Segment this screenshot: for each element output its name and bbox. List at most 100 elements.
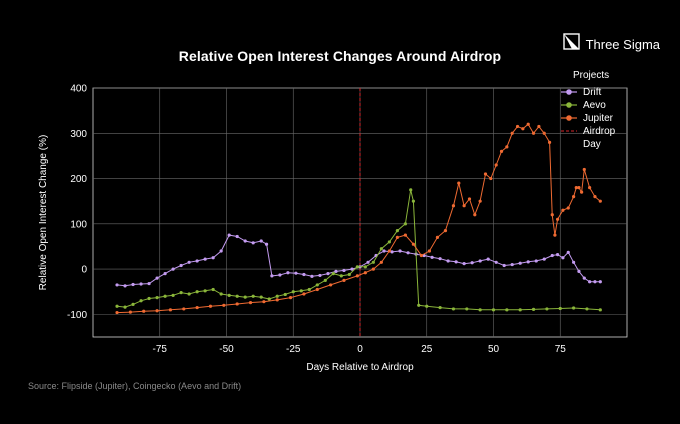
data-point xyxy=(398,249,402,253)
data-point xyxy=(470,261,474,265)
data-point xyxy=(208,304,213,308)
data-point xyxy=(510,131,514,135)
data-point xyxy=(526,122,530,126)
data-point xyxy=(499,149,504,153)
data-point xyxy=(302,292,306,296)
data-point xyxy=(478,259,482,263)
data-point xyxy=(465,307,469,311)
data-point xyxy=(598,199,602,203)
data-point xyxy=(331,272,335,276)
data-point xyxy=(286,271,290,275)
data-point xyxy=(467,197,472,201)
data-point xyxy=(577,269,581,273)
data-point xyxy=(580,190,584,194)
data-point xyxy=(577,186,581,190)
data-point xyxy=(363,271,367,275)
data-point xyxy=(211,256,215,260)
legend-swatch-marker xyxy=(566,89,572,95)
data-point xyxy=(542,257,546,261)
brand-logo: Three Sigma xyxy=(562,33,660,55)
data-point xyxy=(572,260,576,264)
data-point xyxy=(115,310,119,315)
data-point xyxy=(531,131,536,135)
data-point xyxy=(291,290,295,294)
brand-name: Three Sigma xyxy=(585,36,660,52)
data-point xyxy=(163,294,167,298)
data-point xyxy=(588,186,592,190)
data-point xyxy=(168,308,173,312)
data-point xyxy=(155,296,159,300)
data-point xyxy=(288,296,293,300)
data-point xyxy=(478,308,482,312)
chart-title: Relative Open Interest Changes Around Ai… xyxy=(178,48,502,64)
data-point xyxy=(227,233,231,237)
legend-entry-airdrop-day: Airdrop Day xyxy=(583,126,616,150)
data-point xyxy=(382,249,386,253)
data-point xyxy=(518,261,522,265)
data-point xyxy=(315,287,319,292)
x-tick-label: -75 xyxy=(153,344,168,355)
data-point xyxy=(243,239,247,243)
data-point xyxy=(598,280,602,284)
series-aevo xyxy=(115,188,602,312)
data-point xyxy=(235,234,239,239)
data-point xyxy=(411,242,415,246)
data-point xyxy=(494,163,498,167)
data-point xyxy=(438,257,442,261)
data-point xyxy=(555,253,560,257)
data-point xyxy=(553,233,557,237)
data-point xyxy=(494,260,498,264)
data-point xyxy=(203,289,207,293)
data-point xyxy=(572,306,576,310)
data-point xyxy=(505,145,509,149)
data-point xyxy=(395,229,399,233)
data-point xyxy=(115,304,119,308)
data-point xyxy=(187,292,191,296)
data-point xyxy=(462,204,466,208)
data-point xyxy=(534,259,538,263)
data-point xyxy=(438,305,442,310)
data-point xyxy=(390,250,394,254)
legend-entry-jupiter: Jupiter xyxy=(583,113,614,124)
data-point xyxy=(182,307,186,311)
data-point xyxy=(179,263,183,268)
data-point xyxy=(419,253,424,258)
x-axis-label: Days Relative to Airdrop xyxy=(306,362,414,373)
data-point xyxy=(526,260,530,264)
data-point xyxy=(425,304,429,308)
data-point xyxy=(355,265,359,269)
data-point xyxy=(403,222,407,226)
data-point xyxy=(593,280,597,284)
data-point xyxy=(329,283,333,287)
y-tick-label: 0 xyxy=(81,265,87,276)
data-point xyxy=(323,278,327,283)
data-point xyxy=(550,253,554,258)
y-tick-label: 400 xyxy=(70,84,87,95)
data-point xyxy=(531,307,536,311)
data-point xyxy=(462,262,466,266)
data-point xyxy=(222,303,226,307)
data-point xyxy=(163,272,167,276)
x-tick-label: 0 xyxy=(357,344,363,355)
data-point xyxy=(128,310,132,314)
data-point xyxy=(435,235,440,239)
three-sigma-logo-icon xyxy=(562,33,580,55)
data-point xyxy=(248,300,253,305)
data-point xyxy=(366,260,370,264)
data-point xyxy=(251,294,255,298)
data-point xyxy=(195,305,199,310)
data-point xyxy=(171,267,175,271)
data-point xyxy=(406,251,410,255)
data-point xyxy=(430,255,434,259)
data-point xyxy=(203,257,207,261)
series-drift xyxy=(115,233,602,288)
data-point xyxy=(267,297,271,301)
data-point xyxy=(142,309,146,313)
data-point xyxy=(235,302,239,306)
data-point xyxy=(339,274,343,278)
data-point xyxy=(403,233,407,237)
data-point xyxy=(131,302,135,307)
data-point xyxy=(347,272,351,277)
data-point xyxy=(147,281,151,286)
